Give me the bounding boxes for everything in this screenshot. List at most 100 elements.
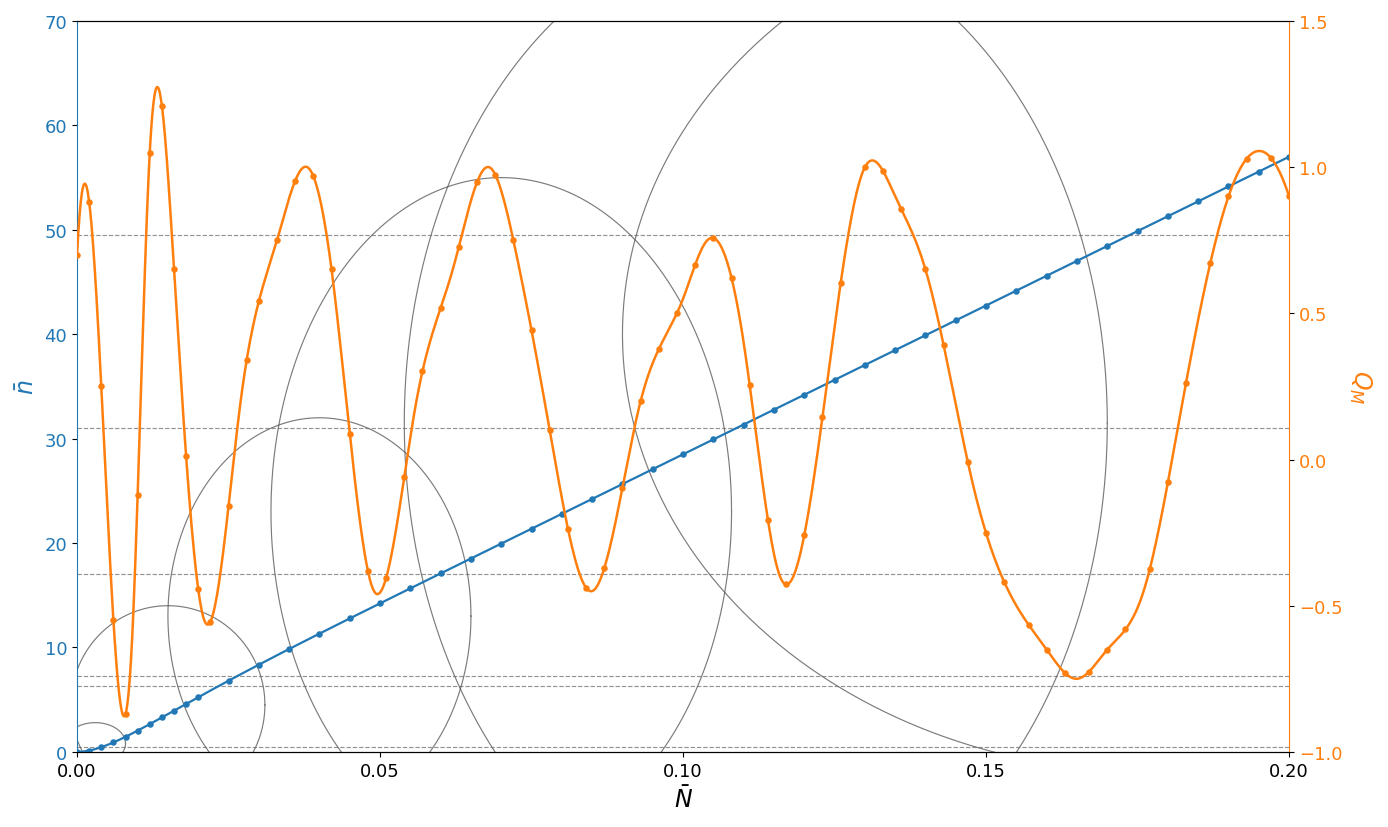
Point — [890, 203, 912, 217]
Point — [393, 471, 415, 484]
Point — [915, 329, 937, 342]
Point — [630, 395, 652, 409]
Point — [575, 581, 597, 595]
Point — [1156, 210, 1178, 223]
Point — [793, 389, 815, 402]
Point — [162, 705, 185, 718]
Point — [1127, 225, 1149, 238]
Point — [218, 500, 240, 514]
Point — [247, 658, 269, 672]
Point — [720, 272, 743, 285]
Point — [1199, 257, 1221, 270]
Point — [672, 448, 694, 461]
Point — [278, 643, 300, 656]
Point — [139, 146, 161, 160]
Point — [884, 344, 906, 357]
Point — [90, 741, 112, 754]
Point — [582, 493, 604, 506]
Point — [411, 366, 433, 379]
Point — [994, 576, 1016, 589]
Point — [915, 264, 937, 277]
Point — [1217, 190, 1239, 203]
Point — [539, 424, 561, 437]
Point — [484, 169, 507, 182]
Point — [830, 277, 852, 290]
Point — [114, 730, 136, 743]
Point — [854, 161, 876, 174]
Point — [339, 428, 361, 441]
Point — [593, 562, 615, 575]
Point — [490, 538, 512, 551]
Point — [611, 481, 633, 495]
Point — [65, 249, 87, 262]
Point — [266, 234, 289, 247]
Point — [1187, 195, 1209, 208]
Point — [321, 264, 343, 277]
X-axis label: $\bar{N}$: $\bar{N}$ — [673, 785, 693, 812]
Point — [247, 295, 269, 308]
Point — [1278, 190, 1301, 203]
Point — [854, 359, 876, 372]
Point — [763, 404, 786, 417]
Point — [823, 374, 845, 387]
Point — [429, 567, 451, 581]
Point — [162, 264, 185, 277]
Point — [114, 707, 136, 720]
Point — [933, 339, 955, 352]
Point — [1248, 165, 1270, 179]
Point — [1017, 619, 1040, 632]
Point — [520, 324, 543, 337]
Point — [611, 478, 633, 491]
Point — [1115, 623, 1137, 636]
Point — [702, 433, 725, 447]
Point — [1260, 152, 1283, 165]
Point — [78, 744, 100, 758]
Point — [285, 174, 307, 188]
Point — [956, 457, 979, 470]
Point — [90, 380, 112, 394]
Point — [756, 514, 779, 527]
Point — [1097, 240, 1119, 253]
Point — [1138, 563, 1160, 576]
Point — [1078, 665, 1101, 678]
Point — [103, 736, 125, 749]
Point — [78, 196, 100, 209]
Point — [151, 711, 174, 724]
Point — [733, 418, 755, 432]
Point — [1176, 376, 1198, 390]
Point — [1035, 643, 1058, 657]
Point — [702, 232, 725, 246]
Point — [218, 674, 240, 687]
Point — [1217, 180, 1239, 194]
Point — [648, 343, 670, 356]
Point — [369, 597, 391, 610]
Point — [1235, 153, 1258, 166]
Point — [187, 691, 210, 704]
Point — [793, 529, 815, 543]
Point — [1156, 476, 1178, 490]
Point — [448, 241, 471, 254]
Point — [65, 745, 87, 758]
Point — [139, 718, 161, 731]
Point — [466, 176, 489, 189]
Point — [357, 565, 379, 578]
Point — [1278, 151, 1301, 164]
Point — [1066, 255, 1088, 268]
Point — [429, 302, 451, 315]
Point — [375, 571, 397, 585]
Point — [459, 552, 482, 566]
Point — [200, 615, 222, 629]
Point — [684, 259, 706, 272]
Point — [339, 612, 361, 625]
Point — [1053, 667, 1076, 680]
Point — [666, 307, 688, 320]
Y-axis label: $\bar{n}$: $\bar{n}$ — [15, 380, 39, 394]
Point — [974, 299, 997, 313]
Point — [175, 697, 197, 710]
Point — [872, 165, 894, 179]
Point — [126, 724, 149, 738]
Point — [557, 523, 579, 536]
Point — [151, 100, 174, 113]
Point — [400, 582, 422, 595]
Point — [812, 411, 834, 424]
